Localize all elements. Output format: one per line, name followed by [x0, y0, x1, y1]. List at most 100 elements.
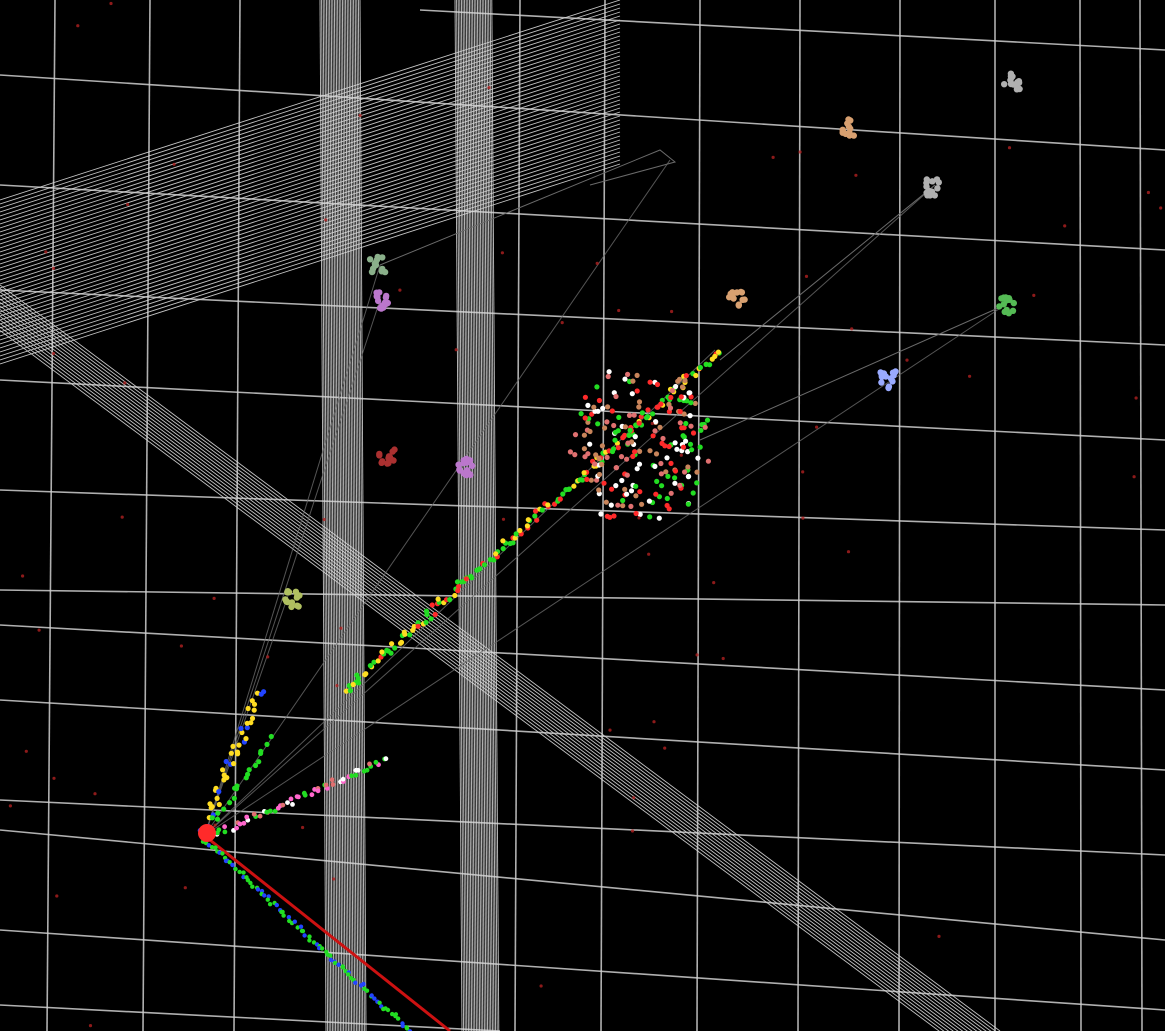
hit	[353, 980, 358, 985]
hit	[625, 440, 631, 446]
hit	[517, 527, 523, 534]
noise-hit	[637, 516, 641, 520]
grid-line-horizontal	[0, 489, 1165, 531]
noise-hit	[798, 150, 802, 154]
hit	[567, 449, 574, 455]
hit-cluster	[996, 294, 1017, 317]
hit	[307, 934, 312, 939]
hit	[672, 475, 678, 481]
hit-cluster	[455, 455, 476, 479]
hit	[667, 405, 674, 411]
noise-hit	[679, 453, 683, 457]
noise-hit	[595, 261, 599, 265]
hit	[491, 557, 497, 563]
noise-hit	[322, 517, 326, 522]
grid-line-horizontal	[0, 829, 1165, 941]
hit	[391, 446, 398, 453]
primary-vertex	[198, 824, 216, 842]
hit	[245, 878, 251, 883]
hit	[602, 425, 608, 431]
hit	[633, 493, 639, 499]
wire	[0, 87, 621, 289]
wire	[0, 27, 621, 229]
hit	[374, 253, 381, 261]
hit	[328, 953, 333, 958]
hit	[366, 256, 374, 263]
hit	[545, 502, 551, 508]
hit	[234, 783, 240, 789]
hit	[644, 414, 651, 420]
noise-hit	[172, 162, 176, 166]
wire	[0, 107, 621, 309]
noise-hit	[771, 155, 775, 159]
noise-hit	[454, 348, 458, 352]
hit	[587, 428, 593, 435]
wire	[0, 288, 997, 1031]
wire	[0, 151, 621, 353]
hit	[695, 455, 701, 461]
hit	[455, 588, 461, 594]
hit	[890, 372, 897, 379]
hit	[594, 477, 600, 483]
hit	[660, 435, 666, 442]
hit	[266, 894, 271, 899]
hit	[407, 632, 413, 638]
hit	[604, 513, 610, 519]
hit	[350, 681, 356, 688]
hit	[683, 420, 689, 427]
hit	[292, 919, 297, 924]
hit	[329, 777, 335, 783]
hit	[510, 540, 516, 546]
hit	[611, 422, 617, 429]
hit	[243, 736, 249, 742]
wire	[454, 0, 463, 1031]
hit-cluster	[726, 288, 748, 309]
wire	[0, 323, 950, 1031]
hit	[286, 915, 292, 920]
hit	[880, 370, 888, 377]
hit	[659, 483, 665, 489]
noise-hit	[44, 250, 48, 254]
wire	[0, 67, 621, 269]
wire	[0, 55, 621, 257]
hit	[379, 458, 386, 466]
hit	[206, 843, 212, 848]
hit	[582, 454, 588, 460]
hit	[694, 469, 700, 475]
hit	[647, 448, 653, 454]
hit	[463, 459, 470, 466]
hit	[371, 659, 377, 665]
noise-hit	[539, 984, 543, 988]
grid-line-horizontal	[0, 699, 1165, 771]
hit	[596, 471, 603, 478]
hit	[1001, 81, 1008, 88]
hit	[500, 546, 506, 552]
hit	[615, 445, 621, 451]
hit	[611, 513, 617, 519]
hit	[581, 432, 588, 438]
wire	[0, 47, 621, 249]
hit	[618, 454, 625, 460]
hit	[636, 404, 642, 410]
particle-tracks	[197, 349, 722, 1031]
hit	[677, 482, 683, 488]
hit	[214, 795, 220, 802]
hit	[680, 444, 687, 450]
grid-line-vertical	[797, 0, 801, 1031]
grid-line-horizontal	[0, 929, 1165, 1011]
wire	[340, 0, 348, 1031]
hit	[620, 503, 626, 509]
hit	[539, 507, 545, 513]
hit	[343, 688, 349, 694]
hit	[603, 499, 609, 505]
hit	[639, 501, 645, 507]
hit	[302, 933, 307, 938]
hit	[683, 373, 689, 379]
hit	[687, 413, 693, 419]
hit	[309, 792, 315, 798]
hit	[244, 720, 250, 726]
hit	[626, 412, 633, 418]
hit	[698, 427, 704, 433]
